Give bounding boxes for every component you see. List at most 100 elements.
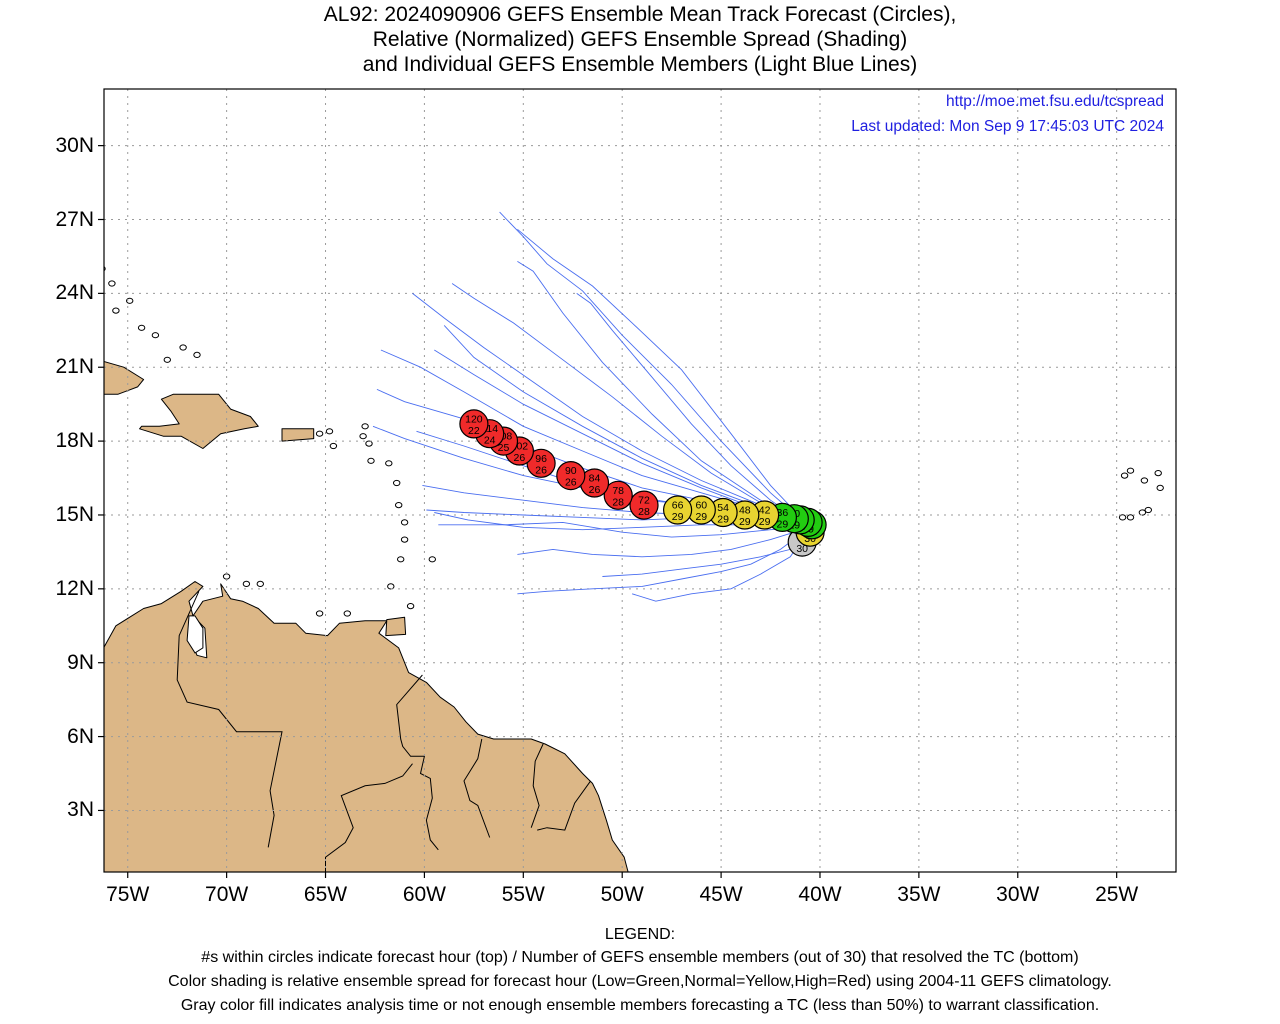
small-island [1138, 509, 1147, 516]
country-border [463, 738, 491, 838]
ensemble-member-track [517, 228, 811, 528]
small-island [193, 351, 201, 358]
trinidad-island [385, 616, 407, 637]
x-tick-label: 60W [402, 883, 446, 906]
ensemble-member-track [451, 283, 811, 528]
x-tick-label: 75W [106, 883, 150, 906]
forecast-hour-label: 72 [638, 495, 650, 507]
ensemble-member-track [602, 526, 811, 577]
legend-line-1: #s within circles indicate forecast hour… [201, 949, 1079, 966]
small-island [359, 433, 367, 440]
lake-maracaibo [186, 615, 204, 654]
forecast-hour-label: 84 [589, 473, 601, 485]
ensemble-member-track [412, 293, 811, 528]
small-island [1126, 514, 1135, 521]
chart-title-line-1: AL92: 2024090906 GEFS Ensemble Mean Trac… [323, 3, 957, 26]
x-tick-label: 25W [1095, 883, 1139, 906]
x-tick-label: 50W [600, 883, 644, 906]
member-count-label: 29 [739, 516, 751, 528]
small-island [325, 428, 334, 435]
forecast-hour-label: 90 [565, 465, 577, 477]
small-island [387, 583, 395, 590]
member-count-label: 29 [777, 518, 789, 530]
forecast-hour-label: 36 [777, 507, 789, 519]
member-count-label: 29 [672, 511, 684, 523]
forecast-circle [629, 490, 659, 520]
small-island [393, 479, 401, 487]
y-tick-label: 21N [55, 355, 94, 379]
axis-ticks [98, 145, 1118, 878]
hispaniola-island [139, 393, 259, 449]
forecast-circle [459, 409, 489, 439]
small-island [163, 356, 172, 363]
small-island [397, 556, 405, 563]
member-count-label: 22 [468, 425, 480, 437]
member-count-label: 26 [514, 452, 526, 464]
small-island [108, 280, 116, 287]
ensemble-member-track [499, 211, 811, 528]
forecast-hour-label: 96 [535, 453, 547, 465]
small-island [1144, 506, 1153, 514]
y-tick-label: 9N [67, 650, 94, 674]
forecast-hour-label: 42 [759, 505, 771, 517]
small-island [179, 344, 187, 351]
y-tick-label: 27N [55, 207, 94, 231]
chart-title-line-3: and Individual GEFS Ensemble Members (Li… [362, 53, 918, 76]
last-updated: Last updated: Mon Sep 9 17:45:03 UTC 202… [851, 118, 1164, 135]
y-tick-label: 12N [55, 576, 94, 600]
small-island [406, 603, 415, 610]
member-count-label: 25 [498, 442, 510, 454]
ensemble-member-track [517, 526, 811, 558]
forecast-circle [603, 480, 633, 510]
y-tick-label: 3N [67, 798, 94, 822]
forecast-hour-label: 120 [465, 413, 483, 425]
plot-frame [103, 88, 1177, 873]
small-island [315, 610, 324, 617]
x-tick-label: 40W [798, 883, 842, 906]
legend-line-3: Gray color fill indicates analysis time … [180, 997, 1100, 1014]
small-island [400, 536, 409, 543]
member-count-label: 26 [565, 477, 577, 489]
y-tick-label: 24N [55, 281, 94, 305]
forecast-hour-label: 78 [612, 485, 624, 497]
small-island [1140, 477, 1149, 484]
y-tick-label: 6N [67, 724, 94, 748]
small-island [1156, 484, 1164, 491]
small-island [343, 610, 351, 617]
country-border [537, 780, 592, 831]
ensemble-member-track [576, 293, 811, 528]
x-tick-label: 30W [996, 883, 1040, 906]
country-border [325, 763, 413, 872]
member-count-label: 28 [612, 496, 624, 508]
member-count-label: 24 [484, 435, 496, 447]
x-tick-label: 35W [897, 883, 941, 906]
source-url[interactable]: http://moe.met.fsu.edu/tcspread [946, 93, 1164, 110]
forecast-circle [556, 461, 586, 491]
forecast-hour-label: 48 [739, 505, 751, 517]
small-island [1126, 467, 1135, 474]
forecast-circle [662, 495, 693, 525]
small-island [361, 423, 369, 430]
member-count-label: 28 [638, 506, 650, 518]
small-island [1154, 470, 1162, 477]
forecast-hour-label: 54 [717, 502, 729, 514]
small-island [222, 573, 231, 580]
x-tick-label: 70W [205, 883, 249, 906]
forecast-hour-label: 60 [695, 500, 707, 512]
ensemble-members [372, 211, 811, 602]
ensemble-member-track [438, 521, 811, 538]
small-island [256, 580, 264, 588]
small-island [365, 440, 373, 447]
small-island [315, 430, 324, 437]
forecast-hour-label: 66 [672, 500, 684, 512]
ensemble-member-track [517, 526, 811, 595]
small-island [1120, 472, 1129, 479]
ensemble-mean-track: 0306301229182924293029362942294829542960… [459, 409, 827, 557]
land-layer [104, 266, 1164, 872]
ensemble-member-track [517, 261, 811, 528]
